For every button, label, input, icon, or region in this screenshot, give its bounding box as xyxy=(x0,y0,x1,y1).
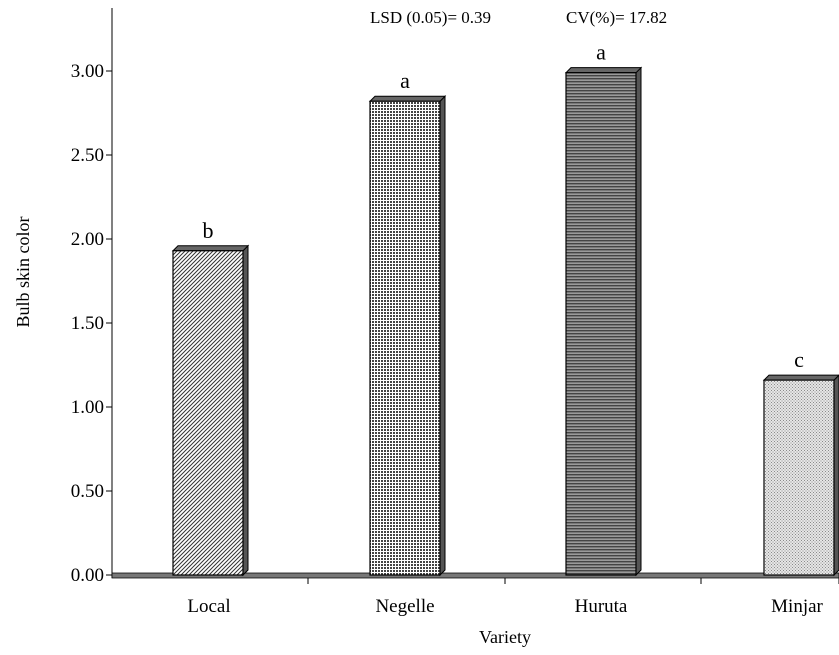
bar-side-local xyxy=(242,244,249,577)
bar-top-local xyxy=(171,245,250,252)
x-tick-label: Huruta xyxy=(575,596,628,617)
bar-side-huruta xyxy=(635,66,642,577)
y-tick-label: 2.50 xyxy=(71,145,104,166)
bar-top-negelle xyxy=(368,95,447,102)
bar-letter-negelle: a xyxy=(400,68,410,93)
x-tick-label: Minjar xyxy=(771,596,823,617)
y-tick-label: 1.00 xyxy=(71,397,104,418)
bar-minjar xyxy=(763,379,835,576)
category-labels: Local Negelle Huruta Minjar xyxy=(187,578,839,617)
bars: b a a c xyxy=(171,40,839,577)
y-tick-label: 3.00 xyxy=(71,61,104,82)
bar-top-minjar xyxy=(762,374,839,381)
x-tick-label: Negelle xyxy=(375,596,434,617)
y-axis-label: Bulb skin color xyxy=(13,216,33,327)
bar-letter-huruta: a xyxy=(596,40,606,65)
bar-letter-minjar: c xyxy=(794,347,804,372)
y-ticks: 0.00 0.50 1.00 1.50 2.00 2.50 3.00 xyxy=(71,61,112,586)
bar-side-negelle xyxy=(439,95,446,577)
bar-top-huruta xyxy=(564,67,643,74)
bar-local xyxy=(172,250,244,576)
x-axis-label: Variety xyxy=(479,627,531,647)
lsd-annotation: LSD (0.05)= 0.39 xyxy=(370,8,491,27)
x-tick-label: Local xyxy=(187,596,230,617)
y-tick-label: 2.00 xyxy=(71,229,104,250)
bar-side-minjar xyxy=(833,374,839,577)
bar-letter-local: b xyxy=(203,218,214,243)
y-tick-label: 0.50 xyxy=(71,481,104,502)
bar-negelle xyxy=(369,100,441,576)
bar-huruta xyxy=(565,72,637,576)
y-tick-label: 1.50 xyxy=(71,313,104,334)
y-tick-label: 0.00 xyxy=(71,565,104,586)
cv-annotation: CV(%)= 17.82 xyxy=(566,8,667,27)
